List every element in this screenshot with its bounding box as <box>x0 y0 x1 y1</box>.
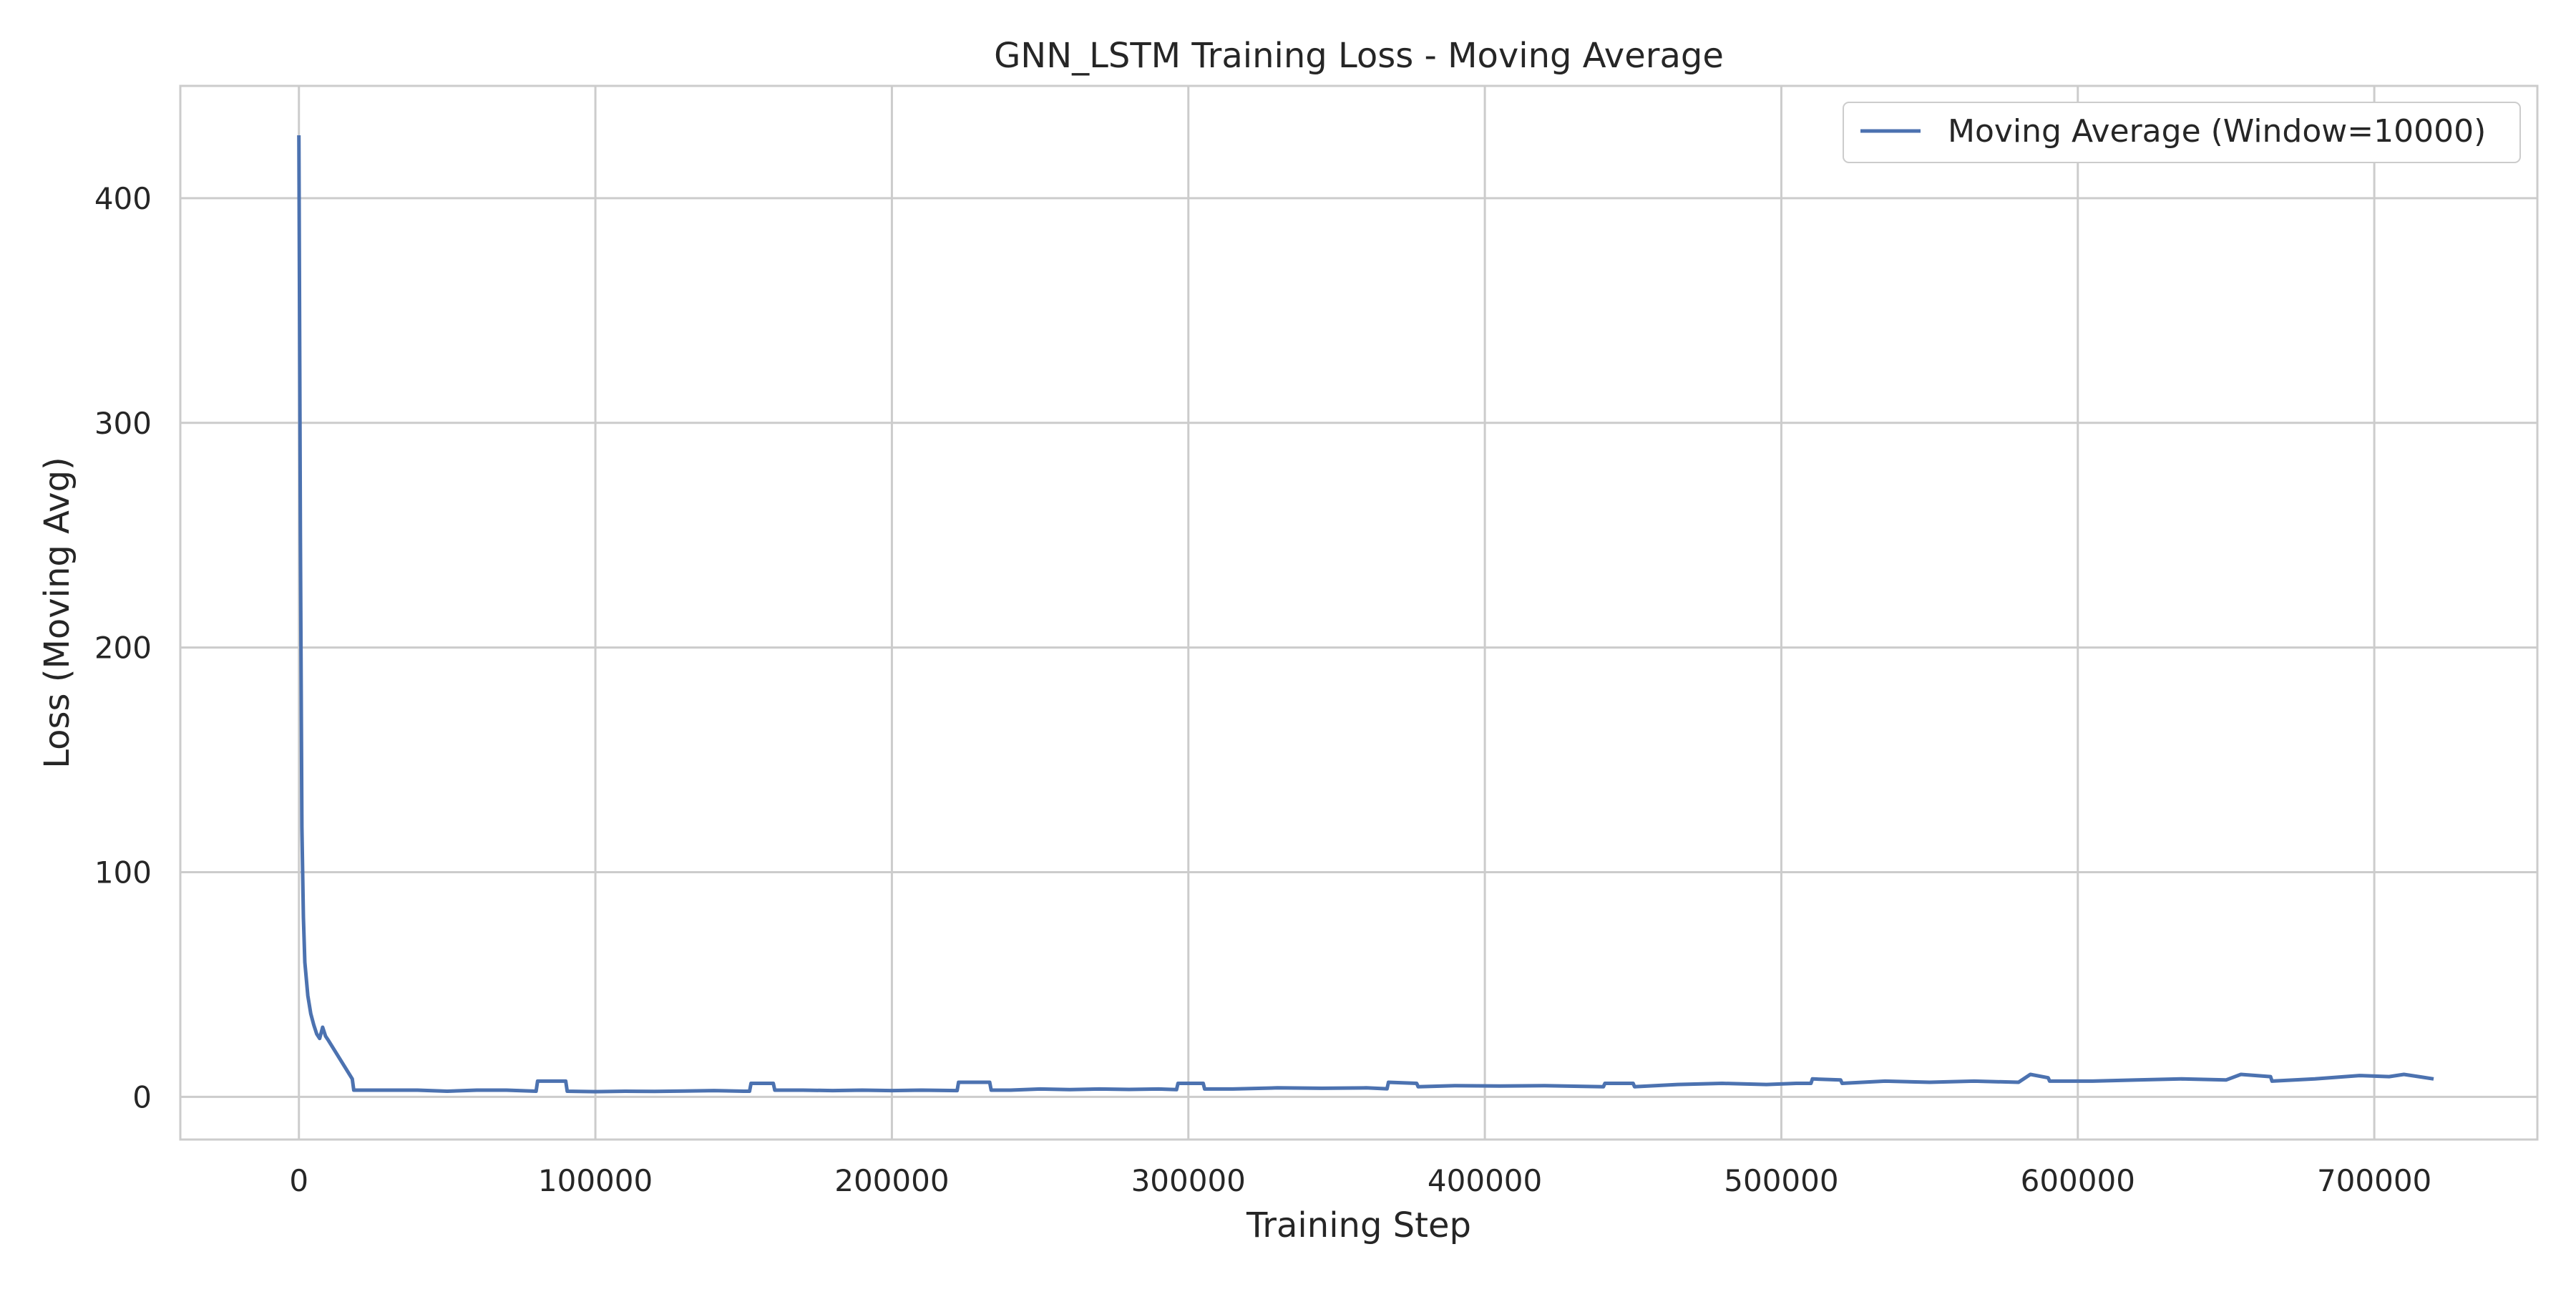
chart-title: GNN_LSTM Training Loss - Moving Average <box>994 36 1724 76</box>
x-tick-label: 300000 <box>1131 1163 1246 1198</box>
x-axis-label: Training Step <box>1246 1205 1471 1245</box>
grid-layer <box>180 86 2537 1140</box>
series-line <box>297 135 2434 1094</box>
plot-frame <box>179 84 2539 1141</box>
x-tick-label: 600000 <box>2021 1163 2135 1198</box>
x-tick-label: 200000 <box>834 1163 949 1198</box>
legend-label: Moving Average (Window=10000) <box>1948 113 2486 150</box>
y-tick-label: 100 <box>94 855 152 890</box>
y-axis-label: Loss (Moving Avg) <box>37 457 77 769</box>
x-tick-label: 700000 <box>2317 1163 2431 1198</box>
y-tick-label: 200 <box>94 631 152 666</box>
series-layer <box>297 135 2434 1094</box>
legend: Moving Average (Window=10000) <box>1843 102 2521 163</box>
tick-layer: 0 100000 200000 300000 400000 500000 600000 700… <box>94 181 2431 1198</box>
x-tick-label: 400000 <box>1428 1163 1542 1198</box>
x-tick-label: 0 <box>289 1163 308 1198</box>
legend-box <box>1843 102 2521 163</box>
y-tick-label: 400 <box>94 181 152 216</box>
x-tick-label: 100000 <box>538 1163 653 1198</box>
x-tick-label: 500000 <box>1724 1163 1838 1198</box>
y-tick-label: 300 <box>94 406 152 441</box>
y-tick-label: 0 <box>132 1079 152 1114</box>
